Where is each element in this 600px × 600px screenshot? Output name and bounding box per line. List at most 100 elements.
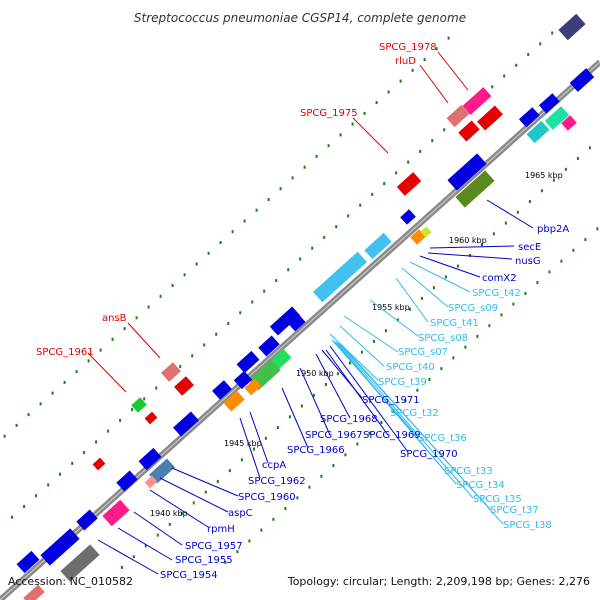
gene-block [526, 120, 550, 144]
gene-label: SPCG_1978 [379, 42, 437, 53]
guide-dot [347, 214, 350, 218]
gene-label: SPCG_t41 [430, 318, 479, 329]
gene-label: SPCG_1957 [185, 541, 243, 552]
guide-dot [464, 345, 467, 349]
gene-label: comX2 [482, 273, 517, 284]
guide-dot [120, 565, 123, 569]
kbp-mark: 1940 kbp [150, 509, 188, 518]
gene-block [269, 306, 301, 336]
guide-dot [11, 515, 14, 519]
gene-block [76, 509, 98, 531]
gene-features [16, 13, 595, 600]
guide-dot [539, 42, 542, 46]
guide-dot [147, 305, 150, 309]
guide-dot [287, 268, 290, 272]
callout-line [335, 341, 457, 485]
guide-dot [239, 311, 242, 315]
gene-block [518, 107, 540, 128]
gene-label: SPCG_1962 [248, 476, 306, 487]
gene-block [92, 457, 106, 471]
gene-label: SPCG_t32 [390, 408, 439, 419]
guide-dot [119, 418, 122, 422]
gene-block [102, 499, 130, 527]
guide-dot [35, 494, 38, 498]
gene-label: SPCG_1955 [175, 555, 233, 566]
guide-dot [359, 203, 362, 207]
guide-dot [203, 343, 206, 347]
gene-label: SPCG_1968 [320, 414, 378, 425]
gene-label: SPCG_1967 [305, 430, 363, 441]
gene-label: SPCG_s08 [418, 333, 468, 344]
gene-label: SPCG_t38 [503, 520, 552, 531]
guide-dot [252, 447, 255, 451]
gene-label: SPCG_t33 [444, 466, 493, 477]
guide-dot [528, 200, 531, 204]
guide-dot [83, 451, 86, 455]
guide-dot [444, 275, 447, 279]
gene-label: SPCG_1960 [238, 492, 296, 503]
guide-dot [408, 307, 411, 311]
guide-dot [231, 230, 234, 234]
gene-label: SPCG_1961 [36, 347, 94, 358]
gene-block [458, 120, 480, 142]
guide-dot [335, 225, 338, 229]
guide-dot [468, 253, 471, 257]
guide-dot [344, 453, 347, 457]
gene-block [544, 106, 570, 130]
guide-dot [536, 281, 539, 285]
guide-dot [288, 415, 291, 419]
guide-dot [275, 279, 278, 282]
gene-block [23, 584, 45, 600]
guide-dot [395, 171, 398, 175]
guide-dot [363, 111, 366, 115]
gene-block [561, 115, 577, 131]
gene-block [558, 13, 586, 41]
guide-dot [171, 284, 174, 287]
gene-block [420, 226, 432, 238]
guide-dot [548, 270, 551, 274]
gene-block [236, 350, 260, 374]
gene-label: rpmH [207, 524, 235, 535]
gene-block [313, 251, 367, 303]
guide-dot [156, 533, 159, 537]
gene-label: SPCG_1971 [362, 395, 420, 406]
guide-dot [447, 36, 450, 40]
guide-dot [435, 47, 438, 51]
guide-dot [267, 198, 270, 201]
guide-dot [255, 208, 258, 212]
guide-dot [192, 501, 195, 505]
gene-block [131, 397, 147, 413]
guide-dot [15, 423, 18, 427]
guide-dot [416, 388, 419, 392]
guide-dot [251, 300, 254, 304]
guide-dot [63, 380, 66, 384]
guide-dot [480, 243, 483, 247]
callout-lines [87, 51, 534, 575]
guide-dot [207, 251, 210, 255]
guide-dot [3, 434, 6, 438]
guide-dot [311, 246, 314, 250]
gene-block [233, 370, 253, 390]
gene-block [569, 68, 595, 92]
guide-dot [420, 296, 423, 300]
gene-label: SPCG_1970 [400, 449, 458, 460]
guide-dot [387, 90, 390, 94]
guide-dot [168, 522, 171, 526]
guide-dot [47, 483, 50, 487]
guide-dot [312, 393, 315, 397]
guide-dot [296, 496, 299, 500]
guide-dot [396, 318, 399, 322]
guide-dot [576, 157, 579, 160]
guide-dot [123, 327, 126, 331]
guide-dot [411, 68, 414, 72]
guide-dot [59, 472, 62, 476]
label-group-cyan: SPCG_t42 SPCG_s09 SPCG_t41 SPCG_s08 SPCG… [378, 288, 552, 531]
guide-dot [503, 74, 506, 78]
guide-dot [300, 404, 303, 408]
guide-dot [360, 350, 363, 354]
guide-dot [432, 286, 435, 290]
guide-dot [423, 58, 426, 62]
guide-dot [236, 550, 239, 554]
guide-dot [348, 361, 351, 365]
guide-dot [399, 79, 402, 83]
